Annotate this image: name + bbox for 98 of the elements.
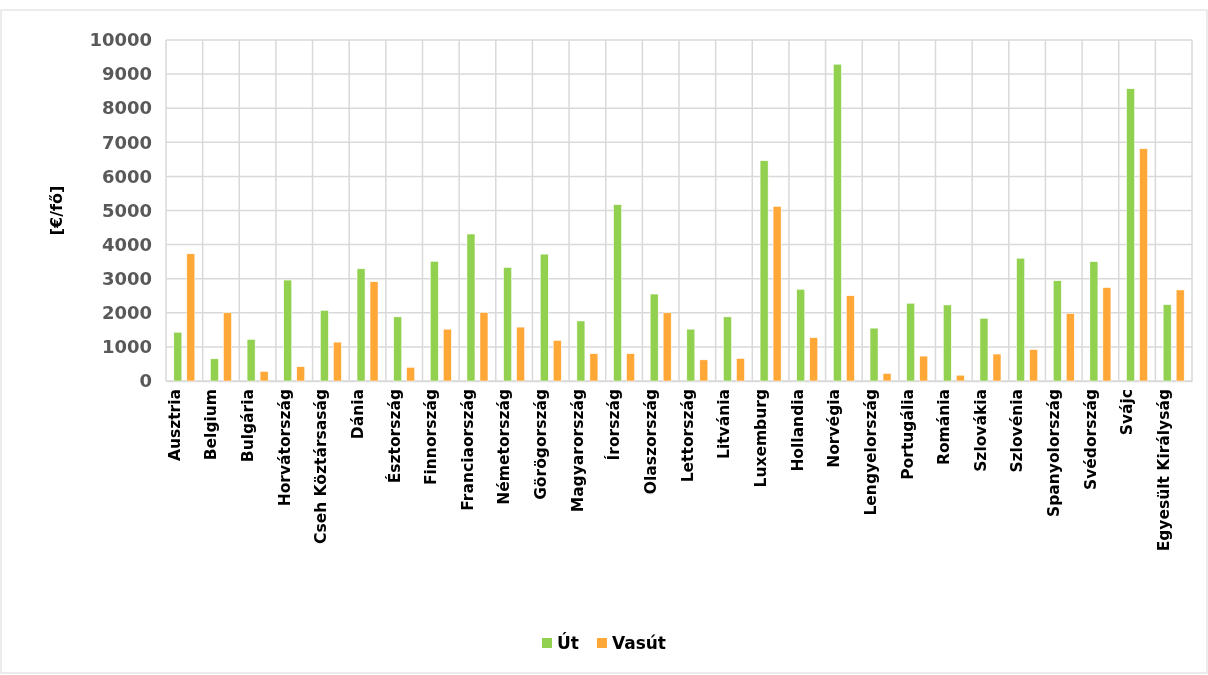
bar xyxy=(443,328,452,382)
x-tick-label: Szlovákia xyxy=(971,389,990,472)
bar xyxy=(979,318,989,382)
y-tick-label: 5000 xyxy=(101,199,152,221)
legend-label: Vasút xyxy=(611,633,666,653)
bar xyxy=(723,316,732,382)
bar xyxy=(503,267,512,382)
bar xyxy=(906,303,915,382)
legend-label: Út xyxy=(557,632,579,653)
bar xyxy=(1053,280,1062,382)
y-tick-label: 4000 xyxy=(101,233,152,255)
x-tick-label: Norvégia xyxy=(825,389,844,468)
bar xyxy=(649,293,659,382)
x-tick-label: Belgium xyxy=(202,389,221,461)
bar xyxy=(406,367,415,382)
bar xyxy=(1175,289,1185,382)
y-tick-label: 7000 xyxy=(101,131,152,153)
x-tick-label: Cseh Köztársaság xyxy=(312,389,331,544)
bar xyxy=(736,358,745,382)
x-tick-label: Hollandia xyxy=(788,389,807,472)
bar xyxy=(626,353,635,382)
bar xyxy=(223,312,232,382)
bar xyxy=(479,312,489,382)
x-tick-label: Finnország xyxy=(422,389,441,486)
bar xyxy=(833,63,842,382)
bar xyxy=(1016,257,1025,382)
bar xyxy=(356,268,366,382)
x-tick-label: Litvánia xyxy=(715,389,734,459)
y-tick-label: 8000 xyxy=(101,97,152,119)
y-tick-label: 2000 xyxy=(101,302,152,324)
x-tick-label: Portugália xyxy=(898,389,917,480)
bar xyxy=(466,233,476,382)
x-tick-label: Ausztria xyxy=(165,389,184,462)
x-tick-label: Lengyelország xyxy=(861,389,880,516)
bar xyxy=(1089,261,1099,382)
bar xyxy=(246,339,256,382)
x-tick-label: Magyarország xyxy=(568,389,587,513)
bar xyxy=(772,206,782,382)
bar xyxy=(1162,304,1172,382)
bar xyxy=(1029,349,1038,382)
y-tick-label: 3000 xyxy=(101,267,152,289)
y-tick-label: 0 xyxy=(139,370,152,392)
bar xyxy=(686,328,696,382)
bar xyxy=(869,327,879,382)
bar xyxy=(796,289,805,382)
bar xyxy=(992,353,1002,382)
x-tick-label: Egyesült Királyság xyxy=(1155,389,1174,552)
x-tick-label: Svédország xyxy=(1081,389,1100,490)
bar xyxy=(430,261,439,382)
x-tick-label: Észtország xyxy=(384,389,404,484)
x-tick-label: Írország xyxy=(604,389,624,461)
bar xyxy=(283,279,292,382)
x-tick-label: Németország xyxy=(495,389,514,505)
y-tick-label: 9000 xyxy=(101,63,152,85)
bar xyxy=(259,371,269,382)
bar xyxy=(759,160,769,382)
x-tick-label: Horvátország xyxy=(275,389,294,507)
bar xyxy=(540,253,549,382)
y-tick-label: 10000 xyxy=(89,29,152,51)
bar xyxy=(296,366,305,382)
x-tick-label: Spanyolország xyxy=(1045,389,1064,517)
bar xyxy=(589,353,599,382)
bar xyxy=(369,281,379,382)
bar xyxy=(846,295,855,382)
bar xyxy=(320,310,329,382)
x-tick-label: Bulgária xyxy=(238,389,257,463)
bar xyxy=(333,341,342,382)
bar xyxy=(662,312,672,382)
x-tick-label: Dánia xyxy=(348,389,367,440)
bar xyxy=(882,373,892,382)
bar xyxy=(956,374,965,382)
y-tick-label: 1000 xyxy=(101,336,152,358)
bar xyxy=(1126,88,1135,382)
bar xyxy=(1102,287,1112,382)
bar xyxy=(1066,313,1075,382)
bar xyxy=(576,320,586,382)
bar xyxy=(173,331,183,382)
x-tick-label: Luxemburg xyxy=(751,389,770,488)
x-tick-label: Görögország xyxy=(532,389,551,500)
bar xyxy=(210,358,219,382)
bar xyxy=(613,204,622,382)
bar xyxy=(943,304,952,382)
x-tick-label: Svájc xyxy=(1118,389,1137,436)
y-tick-label: 6000 xyxy=(101,165,152,187)
bar xyxy=(699,359,709,382)
bar xyxy=(516,326,525,382)
x-tick-label: Lettország xyxy=(678,389,697,483)
x-tick-label: Szlovénia xyxy=(1008,389,1027,473)
bar xyxy=(186,253,196,382)
bar xyxy=(553,340,562,382)
bar xyxy=(809,337,818,382)
bar xyxy=(919,355,928,382)
x-tick-label: Románia xyxy=(935,389,954,466)
bar xyxy=(393,316,402,382)
y-axis-title: [€/fő] xyxy=(47,185,66,236)
bar xyxy=(1139,148,1148,382)
x-tick-label: Franciaország xyxy=(458,389,477,511)
x-tick-label: Olaszország xyxy=(642,389,661,495)
